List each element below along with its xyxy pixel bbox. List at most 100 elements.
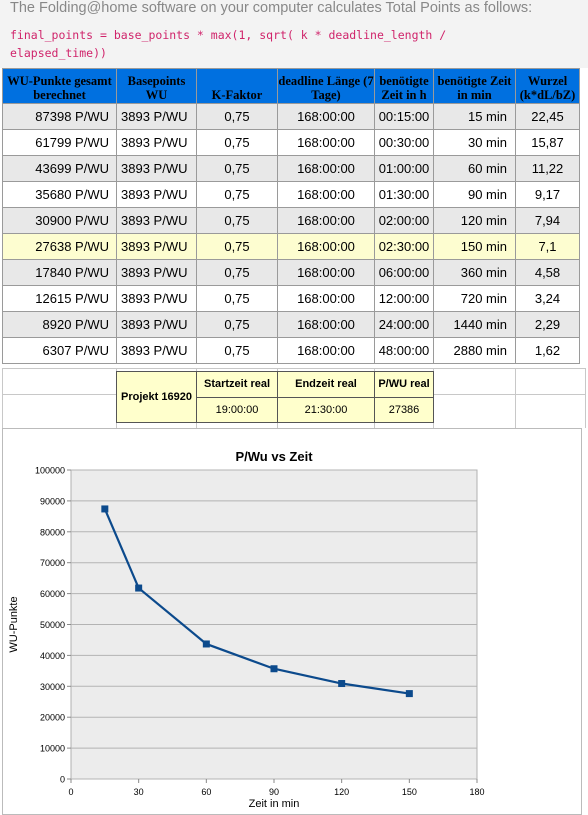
- table-cell: 3893 P/WU: [116, 285, 197, 312]
- project-header-end: Endzeit real: [277, 371, 375, 398]
- table-cell: 1440 min: [433, 311, 516, 338]
- project-label: Projekt 16920: [116, 371, 197, 423]
- table-cell: 0,75: [196, 311, 278, 338]
- table-cell: 35680 P/WU: [2, 181, 117, 208]
- table-cell: 168:00:00: [277, 129, 375, 156]
- table-cell: 60 min: [433, 155, 516, 182]
- table-cell: 87398 P/WU: [2, 103, 117, 130]
- table-row: 27638 P/WU 3893 P/WU 0,75 168:00:00 02:30:00…: [2, 233, 580, 260]
- y-tick-label: 10000: [40, 744, 65, 754]
- table-cell: 168:00:00: [277, 155, 375, 182]
- table-row: 61799 P/WU 3893 P/WU 0,75 168:00:00 00:30:00…: [2, 129, 580, 156]
- formula-code: final_points = base_points * max(1, sqrt…: [10, 28, 447, 60]
- table-cell: 02:00:00: [374, 207, 434, 234]
- table-row: 12615 P/WU 3893 P/WU 0,75 168:00:00 12:00:00…: [2, 285, 580, 312]
- table-cell: 168:00:00: [277, 259, 375, 286]
- table-cell: 8920 P/WU: [2, 311, 117, 338]
- table-cell: 3,24: [515, 285, 580, 312]
- table-cell: 00:30:00: [374, 129, 434, 156]
- table-cell: 0,75: [196, 233, 278, 260]
- y-tick-label: 100000: [35, 466, 65, 476]
- table-row: 43699 P/WU 3893 P/WU 0,75 168:00:00 01:00:00…: [2, 155, 580, 182]
- project-header-start: Startzeit real: [196, 371, 278, 398]
- column-header: K-Faktor: [196, 68, 278, 104]
- table-row: 17840 P/WU 3893 P/WU 0,75 168:00:00 06:00:00…: [2, 259, 580, 286]
- table-cell: 61799 P/WU: [2, 129, 117, 156]
- table-header-row: WU-Punkte gesamt berechnet Basepoints WU K…: [2, 68, 580, 104]
- table-cell: 90 min: [433, 181, 516, 208]
- table-cell: 720 min: [433, 285, 516, 312]
- intro-text: The Folding@home software on your comput…: [10, 0, 533, 16]
- table-cell: 11,22: [515, 155, 580, 182]
- project-value-end: 21:30:00: [277, 396, 375, 423]
- y-tick-label: 90000: [40, 496, 65, 506]
- table-cell: 30900 P/WU: [2, 207, 117, 234]
- y-axis-label: WU-Punkte: [8, 596, 20, 652]
- project-header-pwu: P/WU real: [374, 371, 434, 398]
- table-cell: 22,45: [515, 103, 580, 130]
- table-cell: 168:00:00: [277, 311, 375, 338]
- y-tick-label: 50000: [40, 620, 65, 630]
- table-cell: 168:00:00: [277, 181, 375, 208]
- data-point: [135, 584, 143, 592]
- table-cell: 168:00:00: [277, 233, 375, 260]
- table-cell: 02:30:00: [374, 233, 434, 260]
- grid-line: [585, 368, 586, 428]
- table-cell: 1,62: [515, 337, 580, 364]
- table-row: 87398 P/WU 3893 P/WU 0,75 168:00:00 00:15:00…: [2, 103, 580, 130]
- line-chart: 0 10000 20000 30000 40000 50000 60000 70000 8000…: [8, 449, 485, 810]
- table-cell: 4,58: [515, 259, 580, 286]
- table-cell: 01:30:00: [374, 181, 434, 208]
- table-cell: 0,75: [196, 155, 278, 182]
- table-cell: 06:00:00: [374, 259, 434, 286]
- table-cell: 3893 P/WU: [116, 337, 197, 364]
- grid-line: [2, 368, 3, 428]
- y-tick-label: 60000: [40, 589, 65, 599]
- x-tick-label: 60: [201, 787, 211, 797]
- table-cell: 7,1: [515, 233, 580, 260]
- column-header: WU-Punkte gesamt berechnet: [2, 68, 117, 104]
- table-cell: 168:00:00: [277, 103, 375, 130]
- table-cell: 7,94: [515, 207, 580, 234]
- table-cell: 48:00:00: [374, 337, 434, 364]
- x-tick-label: 90: [269, 787, 279, 797]
- table-cell: 0,75: [196, 285, 278, 312]
- y-tick-label: 70000: [40, 558, 65, 568]
- table-cell: 3893 P/WU: [116, 259, 197, 286]
- formula-intro: The Folding@home software on your comput…: [0, 0, 588, 68]
- table-cell: 43699 P/WU: [2, 155, 117, 182]
- table-cell: 3893 P/WU: [116, 103, 197, 130]
- table-cell: 15 min: [433, 103, 516, 130]
- project-table: Projekt 16920 Startzeit real Endzeit rea…: [116, 371, 434, 423]
- table-cell: 3893 P/WU: [116, 233, 197, 260]
- table-row: 30900 P/WU 3893 P/WU 0,75 168:00:00 02:00:00…: [2, 207, 580, 234]
- column-header: benötigte Zeit in h: [374, 68, 434, 104]
- table-cell: 01:00:00: [374, 155, 434, 182]
- data-point: [202, 640, 210, 648]
- table-cell: 12615 P/WU: [2, 285, 117, 312]
- chart-title: P/Wu vs Zeit: [235, 449, 313, 464]
- table-cell: 0,75: [196, 207, 278, 234]
- table-cell: 00:15:00: [374, 103, 434, 130]
- x-tick-label: 150: [402, 787, 417, 797]
- y-tick-label: 40000: [40, 651, 65, 661]
- x-tick-label: 0: [68, 787, 73, 797]
- grid-line: [433, 368, 434, 428]
- column-header: Wurzel (k*dL/bZ): [515, 68, 580, 104]
- table-cell: 0,75: [196, 259, 278, 286]
- table-cell: 17840 P/WU: [2, 259, 117, 286]
- grid-line: [515, 368, 516, 428]
- data-point: [405, 690, 413, 698]
- table-row: 6307 P/WU 3893 P/WU 0,75 168:00:00 48:00:00 2…: [2, 337, 580, 364]
- data-point: [338, 680, 346, 688]
- table-cell: 27638 P/WU: [2, 233, 117, 260]
- series-line: [103, 508, 410, 695]
- table-cell: 2,29: [515, 311, 580, 338]
- table-cell: 0,75: [196, 129, 278, 156]
- table-cell: 0,75: [196, 103, 278, 130]
- table-cell: 15,87: [515, 129, 580, 156]
- table-cell: 168:00:00: [277, 337, 375, 364]
- y-tick-label: 30000: [40, 682, 65, 692]
- table-cell: 2880 min: [433, 337, 516, 364]
- table-cell: 3893 P/WU: [116, 129, 197, 156]
